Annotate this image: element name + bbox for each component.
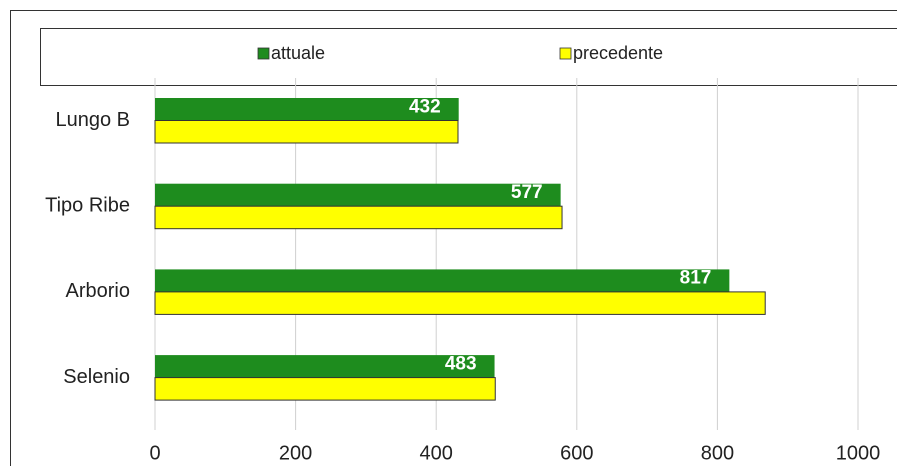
y-tick-label: Selenio (63, 366, 130, 388)
x-tick-label: 600 (560, 442, 593, 464)
y-tick-label: Tipo Ribe (45, 194, 130, 216)
legend-label: precedente (573, 43, 663, 63)
x-tick-label: 200 (279, 442, 312, 464)
data-label: 483 (445, 353, 477, 374)
y-tick-label: Arborio (66, 280, 130, 302)
bar (154, 120, 459, 144)
data-label: 432 (409, 96, 441, 117)
x-tick-label: 800 (701, 442, 734, 464)
x-tick-label: 0 (149, 442, 160, 464)
data-label: 577 (511, 182, 543, 203)
legend-swatch (559, 47, 572, 60)
legend-box (40, 28, 897, 86)
legend-swatch (257, 47, 270, 60)
bar (154, 205, 563, 230)
bar (155, 269, 730, 292)
data-label: 817 (680, 268, 712, 289)
x-tick-label: 1000 (836, 442, 881, 464)
bar (154, 291, 766, 315)
bar (155, 183, 561, 207)
bar (155, 98, 459, 121)
legend-label: attuale (271, 43, 325, 63)
bar (154, 377, 496, 401)
x-tick-label: 400 (420, 442, 453, 464)
y-tick-label: Lungo B (55, 109, 130, 131)
bar (155, 355, 495, 378)
